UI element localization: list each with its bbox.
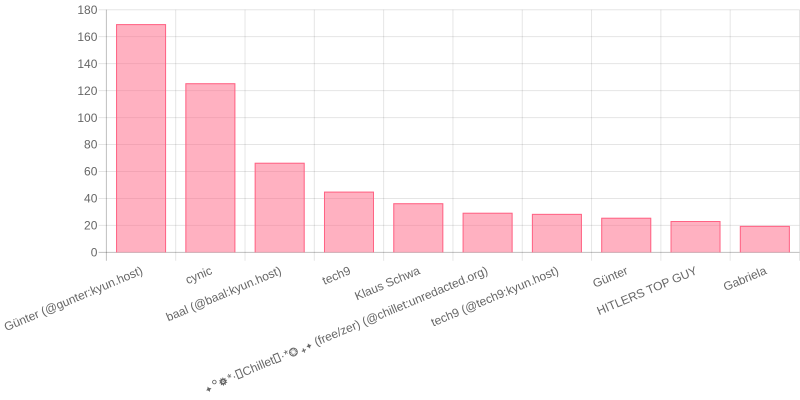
svg-text:60: 60 (84, 165, 98, 179)
svg-text:0: 0 (91, 246, 98, 260)
svg-text:180: 180 (77, 3, 97, 17)
svg-text:80: 80 (84, 138, 98, 152)
svg-text:160: 160 (77, 30, 97, 44)
svg-text:140: 140 (77, 57, 97, 71)
svg-text:120: 120 (77, 84, 97, 98)
svg-text:100: 100 (77, 111, 97, 125)
svg-text:20: 20 (84, 219, 98, 233)
svg-text:40: 40 (84, 192, 98, 206)
